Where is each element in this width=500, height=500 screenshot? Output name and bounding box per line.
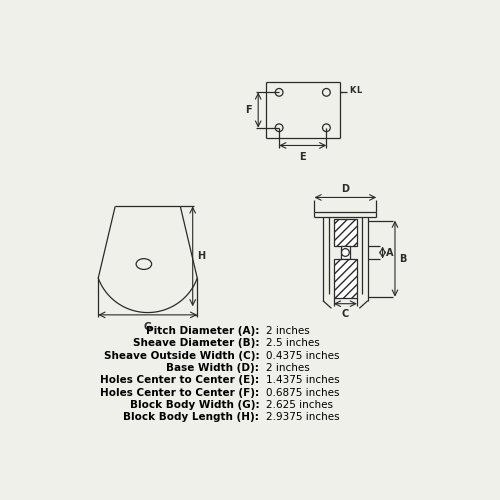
Text: B: B	[399, 254, 406, 264]
Text: 2.625 inches: 2.625 inches	[266, 400, 332, 410]
Text: F: F	[246, 105, 252, 115]
Text: 0.4375 inches: 0.4375 inches	[266, 350, 339, 360]
Text: 2 inches: 2 inches	[266, 326, 310, 336]
Text: 2 inches: 2 inches	[266, 363, 310, 373]
Bar	[334, 219, 357, 246]
Text: L: L	[356, 86, 361, 96]
Text: D: D	[342, 184, 349, 194]
Text: Pitch Diameter (A):: Pitch Diameter (A):	[146, 326, 260, 336]
Text: 2.5 inches: 2.5 inches	[266, 338, 320, 348]
Text: E: E	[300, 152, 306, 162]
Text: Block Body Width (G):: Block Body Width (G):	[130, 400, 260, 410]
Text: Holes Center to Center (E):: Holes Center to Center (E):	[100, 376, 260, 386]
Text: Holes Center to Center (F):: Holes Center to Center (F):	[100, 388, 260, 398]
Text: H: H	[198, 252, 205, 262]
Text: G: G	[144, 322, 152, 332]
Text: 1.4375 inches: 1.4375 inches	[266, 376, 339, 386]
Bar	[340, 246, 350, 258]
Text: K: K	[350, 86, 356, 96]
Text: A: A	[386, 248, 394, 258]
Text: Sheave Diameter (B):: Sheave Diameter (B):	[133, 338, 260, 348]
Bar	[334, 258, 357, 298]
Text: Block Body Length (H):: Block Body Length (H):	[124, 412, 260, 422]
Text: 2.9375 inches: 2.9375 inches	[266, 412, 339, 422]
Text: 0.6875 inches: 0.6875 inches	[266, 388, 339, 398]
Circle shape	[342, 248, 349, 256]
Text: Sheave Outside Width (C):: Sheave Outside Width (C):	[104, 350, 260, 360]
Text: Base Width (D):: Base Width (D):	[166, 363, 260, 373]
Text: C: C	[342, 309, 349, 319]
